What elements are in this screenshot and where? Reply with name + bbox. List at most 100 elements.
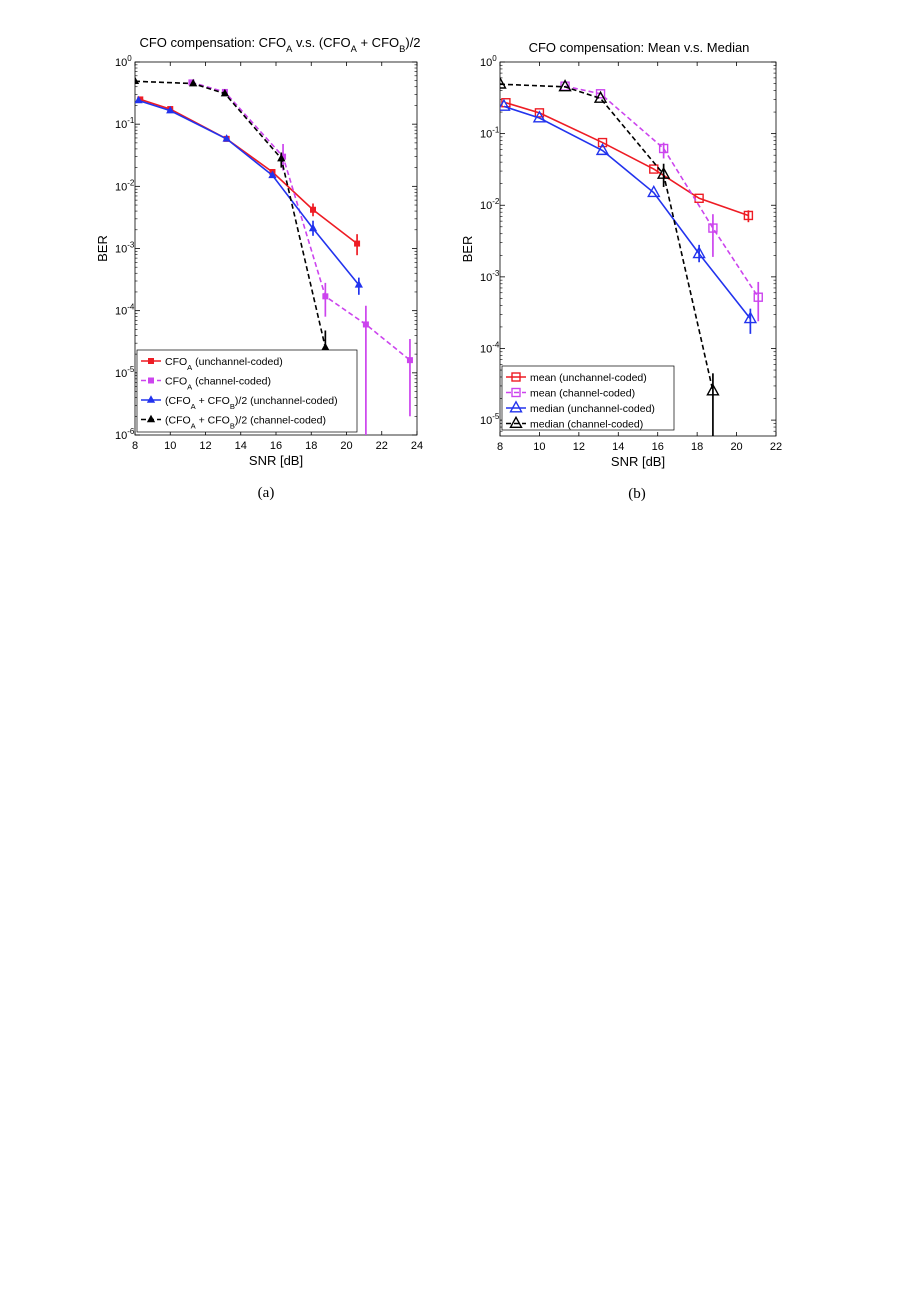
- series-line: [564, 85, 759, 298]
- data-point: [658, 143, 669, 154]
- data-point: [593, 90, 608, 103]
- data-point: [135, 95, 143, 104]
- legend-entry: CFOA (unchannel-coded): [165, 356, 283, 372]
- data-point: [647, 184, 661, 198]
- data-point: [500, 76, 507, 89]
- legend-entry: (CFOA + CFOB)/2 (unchannel-coded): [165, 395, 338, 411]
- plot-area: [135, 76, 413, 435]
- data-point: [656, 166, 671, 179]
- legend-entry: mean (channel-coded): [530, 388, 635, 400]
- y-tick-label: 10-6: [115, 427, 135, 442]
- data-point: [310, 206, 317, 213]
- y-tick-label: 10-4: [115, 303, 135, 318]
- series-4: [500, 76, 720, 436]
- y-tick-label: 10-1: [115, 116, 135, 131]
- chart-a: 8 10 12 14 16 18 20 22 24 100 10-1 10-2 10-3 10-4 10-5…: [95, 35, 423, 468]
- data-point: [708, 223, 718, 233]
- data-point: [268, 170, 277, 179]
- legend-box: [501, 365, 675, 431]
- x-tick-label: 8: [497, 441, 503, 453]
- figure: 8 10 12 14 16 18 20 22 24 100 10-1 10-2 10-3 10-4 10-5…: [0, 0, 914, 520]
- series-line: [500, 83, 714, 392]
- series-line: [505, 101, 749, 217]
- data-point: [277, 153, 286, 162]
- legend-marker: [146, 414, 156, 423]
- y-tick-label: 10-3: [480, 269, 500, 284]
- data-point: [322, 293, 329, 300]
- data-point: [692, 246, 706, 259]
- chart-title: CFO compensation: Mean v.s. Median: [529, 40, 750, 55]
- x-tick-label: 12: [199, 440, 211, 452]
- data-point: [743, 311, 758, 324]
- data-point: [500, 98, 511, 111]
- legend-marker: [511, 372, 521, 382]
- legend-box: [136, 349, 358, 433]
- data-point: [649, 164, 659, 174]
- legend-marker: [146, 395, 156, 403]
- legend-entry: CFOA (channel-coded): [165, 376, 271, 392]
- y-tick-label: 10-2: [115, 178, 135, 193]
- chart-title: CFO compensation: CFOA v.s. (CFOA + CFOB…: [139, 35, 420, 54]
- x-tick-label: 16: [652, 441, 664, 453]
- y-tick-label: 10-2: [480, 197, 500, 212]
- series-2: [560, 81, 763, 322]
- data-point: [406, 357, 413, 364]
- y-axis-label: BER: [95, 235, 110, 262]
- data-point: [135, 76, 140, 85]
- data-point: [222, 134, 231, 142]
- y-tick-label: 10-1: [480, 126, 500, 141]
- data-point: [189, 78, 198, 87]
- caption-b: (b): [628, 486, 646, 502]
- data-point: [743, 210, 754, 221]
- x-tick-label: 18: [305, 440, 317, 452]
- data-point: [354, 240, 361, 247]
- x-tick-label: 16: [270, 440, 282, 452]
- y-tick-label: 10-5: [115, 365, 135, 380]
- data-point: [558, 79, 572, 92]
- series-line: [140, 98, 358, 245]
- x-tick-label: 20: [730, 441, 742, 453]
- data-point: [753, 292, 763, 302]
- x-tick-label: 8: [132, 440, 138, 452]
- x-tick-label: 10: [164, 440, 176, 452]
- data-point: [597, 137, 608, 148]
- x-tick-label: 20: [340, 440, 352, 452]
- y-axis-label: BER: [460, 236, 475, 263]
- y-tick-label: 10-3: [115, 241, 135, 256]
- legend-entry: mean (unchannel-coded): [530, 372, 647, 384]
- data-point: [166, 105, 175, 114]
- x-tick-label: 22: [376, 440, 388, 452]
- legend-marker: [509, 415, 523, 428]
- legend-marker: [509, 400, 523, 413]
- data-point: [532, 110, 547, 123]
- legend-entry: median (unchannel-coded): [530, 403, 655, 415]
- x-tick-label: 24: [411, 440, 423, 452]
- y-tick-label: 100: [115, 54, 132, 69]
- x-tick-label: 12: [573, 441, 585, 453]
- x-tick-label: 18: [691, 441, 703, 453]
- data-point: [534, 108, 545, 118]
- y-tick-label: 100: [480, 54, 497, 69]
- y-tick-label: 10-5: [480, 412, 500, 427]
- plot-frame: [499, 61, 777, 437]
- legend-marker: [511, 387, 521, 398]
- plot-area: [500, 76, 763, 436]
- data-point: [308, 223, 318, 232]
- series-3: [500, 98, 758, 334]
- legend-entry: median (channel-coded): [530, 419, 643, 431]
- caption-a: (a): [258, 485, 275, 501]
- legend-entry: (CFOA + CFOB)/2 (channel-coded): [165, 415, 326, 431]
- legend: mean (unchannel-coded) mean (channel-code…: [501, 365, 675, 431]
- x-tick-label: 14: [612, 441, 624, 453]
- series-line: [503, 105, 751, 320]
- legend: CFOA (unchannel-coded) CFOA (channel-code…: [136, 349, 358, 433]
- y-tick-label: 10-4: [480, 340, 500, 355]
- legend-marker: [148, 358, 154, 364]
- data-point: [706, 383, 720, 396]
- data-point: [220, 88, 230, 97]
- x-tick-label: 10: [533, 441, 545, 453]
- chart-b: 8 10 12 14 16 18 20 22 100 10-1 10-2 10-3 10-4 10-5 SN…: [460, 40, 782, 469]
- data-point: [362, 321, 369, 328]
- data-point: [595, 142, 610, 156]
- x-axis-label: SNR [dB]: [249, 453, 303, 468]
